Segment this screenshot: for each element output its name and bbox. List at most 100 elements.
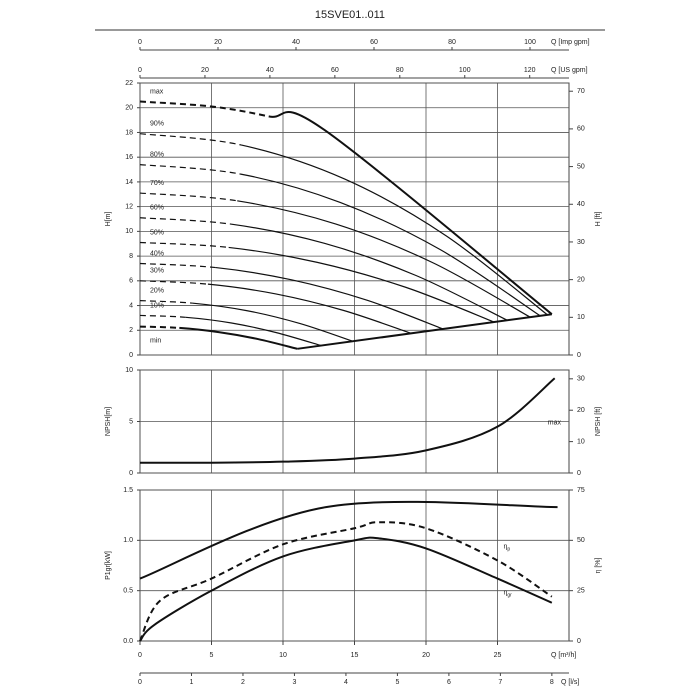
x-tick-label: 5 [210, 652, 214, 659]
curve [297, 313, 552, 350]
curve-label: 50% [150, 229, 164, 236]
y2-tick-label: 50 [577, 163, 585, 170]
x-tick-label: 10 [279, 652, 287, 659]
top-tick-label: 80 [448, 39, 456, 46]
x-axis-title: Q [m³/h] [551, 652, 576, 659]
y2-tick-label: 60 [577, 126, 585, 133]
x-tick-label: 20 [422, 652, 430, 659]
curve [215, 266, 444, 330]
curve-dashed [139, 325, 180, 329]
curve-label: max [150, 88, 164, 95]
y2-tick-label: 20 [577, 407, 585, 414]
curve-dashed [139, 280, 208, 285]
chart-title: 15SVE01..011 [315, 9, 385, 21]
label-base: η [504, 589, 508, 596]
top-axis-title: Q [US gpm] [551, 67, 588, 74]
y-tick-label: 1.0 [123, 537, 133, 544]
curve [237, 200, 531, 318]
top-tick-label: 20 [214, 39, 222, 46]
curve-dashed [139, 241, 229, 249]
curve-label: 60% [150, 205, 164, 212]
curve-dashed [139, 100, 269, 118]
secondary-tick-label: 4 [344, 679, 348, 686]
secondary-tick-label: 5 [395, 679, 399, 686]
y2-tick-label: 0 [577, 638, 581, 645]
secondary-tick-label: 3 [292, 679, 296, 686]
curve-dashed [139, 192, 238, 202]
y2-tick-label: 10 [577, 314, 585, 321]
y-tick-label: 5 [129, 418, 133, 425]
y-tick-label: 0 [129, 470, 133, 477]
y-tick-label: 0.0 [123, 638, 133, 645]
top-tick-label: 120 [524, 67, 536, 74]
y-axis-title: H[m] [105, 212, 112, 227]
y2-tick-label: 25 [577, 588, 585, 595]
curve [139, 500, 558, 580]
top-tick-label: 20 [201, 67, 209, 74]
y-tick-label: 14 [125, 179, 133, 186]
curve-label: 40% [150, 250, 164, 257]
secondary-tick-label: 6 [447, 679, 451, 686]
label-sub: p [507, 547, 510, 553]
y2-tick-label: 50 [577, 537, 585, 544]
y-tick-label: 10 [125, 228, 133, 235]
y-tick-label: 4 [129, 302, 133, 309]
curve-label: 30% [150, 268, 164, 275]
top-tick-label: 40 [292, 39, 300, 46]
y-tick-label: 10 [125, 367, 133, 374]
curve [228, 246, 495, 323]
curve [239, 173, 541, 317]
y2-tick-label: 30 [577, 239, 585, 246]
top-tick-label: 0 [138, 39, 142, 46]
y2-tick-label: 0 [577, 470, 581, 477]
secondary-tick-label: 0 [138, 679, 142, 686]
secondary-tick-label: 1 [190, 679, 194, 686]
curve-label: ηgr [504, 589, 513, 598]
y2-tick-label: 20 [577, 276, 585, 283]
curve-label: 10% [150, 302, 164, 309]
y2-tick-label: 0 [577, 352, 581, 359]
curve [179, 326, 298, 350]
y-axis-title: P1gr[kW] [105, 551, 112, 580]
secondary-tick-label: 8 [550, 679, 554, 686]
y2-axis-title: η [%] [595, 557, 602, 573]
curve-label: 20% [150, 287, 164, 294]
y2-axis-title: NPSH [ft] [595, 407, 602, 436]
y-tick-label: 0 [129, 352, 133, 359]
curve [139, 536, 553, 642]
y-tick-label: 22 [125, 80, 133, 87]
top-tick-label: 60 [370, 39, 378, 46]
curve-label: 90% [150, 121, 164, 128]
curve-dashed [139, 262, 216, 269]
label-base: η [504, 543, 508, 550]
curve-label: 70% [150, 180, 164, 187]
top-tick-label: 0 [138, 67, 142, 74]
x-tick-label: 25 [494, 652, 502, 659]
curve-dashed [139, 133, 242, 146]
top-tick-label: 40 [266, 67, 274, 74]
y2-axis-title: H [ft] [595, 212, 602, 227]
y-tick-label: 8 [129, 253, 133, 260]
y2-tick-label: 10 [577, 438, 585, 445]
x-tick-label: 0 [138, 652, 142, 659]
curve-label: max [548, 419, 562, 426]
y-tick-label: 1.5 [123, 487, 133, 494]
curve [139, 377, 556, 464]
secondary-axis-title: Q [l/s] [561, 679, 579, 686]
y-tick-label: 18 [125, 129, 133, 136]
top-tick-label: 100 [459, 67, 471, 74]
y-tick-label: 16 [125, 154, 133, 161]
curve-dashed [139, 521, 553, 642]
curve-dashed [139, 314, 186, 318]
y2-tick-label: 40 [577, 201, 585, 208]
curve-dashed [139, 300, 193, 304]
secondary-tick-label: 2 [241, 679, 245, 686]
y-tick-label: 12 [125, 203, 133, 210]
top-tick-label: 100 [524, 39, 536, 46]
x-tick-label: 15 [351, 652, 359, 659]
curve [231, 223, 508, 321]
curve [192, 302, 354, 342]
y2-tick-label: 75 [577, 487, 585, 494]
curve [241, 144, 548, 316]
